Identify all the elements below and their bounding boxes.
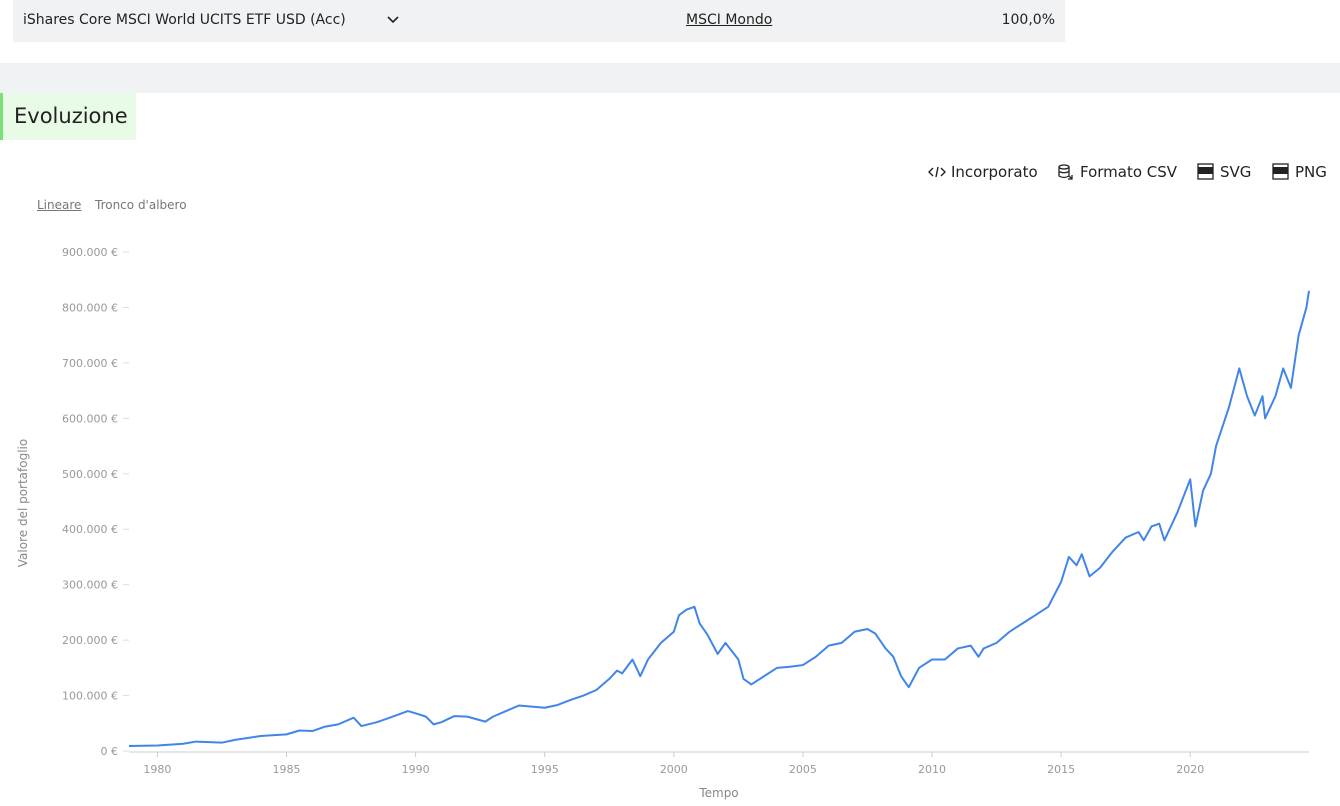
y-tick-label: 800.000 €	[62, 301, 118, 314]
png-icon	[1272, 163, 1289, 180]
y-tick-label: 300.000 €	[62, 579, 118, 592]
y-tick-label: 500.000 €	[62, 468, 118, 481]
svg-icon	[1197, 163, 1214, 180]
separator	[0, 63, 1340, 93]
x-tick-label: 1985	[273, 763, 301, 776]
x-tick-label: 2005	[789, 763, 817, 776]
y-tick-label: 0 €	[101, 745, 119, 758]
embed-icon	[928, 166, 946, 178]
png-button[interactable]: PNG	[1295, 163, 1327, 181]
csv-button[interactable]: Formato CSV	[1080, 163, 1178, 181]
y-tick-label: 700.000 €	[62, 357, 118, 370]
y-tick-label: 100.000 €	[62, 690, 118, 703]
fund-name[interactable]: iShares Core MSCI World UCITS ETF USD (A…	[23, 12, 346, 28]
x-tick-label: 2015	[1047, 763, 1075, 776]
x-tick-label: 2000	[660, 763, 688, 776]
y-tick-label: 900.000 €	[62, 246, 118, 259]
y-tick-label: 600.000 €	[62, 412, 118, 425]
section-title: Evoluzione	[0, 93, 136, 140]
index-link[interactable]: MSCI Mondo	[686, 12, 773, 28]
dropdown-icon[interactable]	[386, 14, 400, 26]
value-line	[128, 290, 1310, 748]
x-tick-label: 1990	[402, 763, 430, 776]
y-axis-label: Valore del portafoglio	[16, 439, 30, 567]
allocation-row: iShares Core MSCI World UCITS ETF USD (A…	[13, 0, 1065, 42]
x-tick-label: 2020	[1176, 763, 1204, 776]
weight: 100,0%	[1001, 12, 1055, 28]
scale-log[interactable]: Tronco d'albero	[95, 198, 187, 212]
x-tick-label: 1995	[531, 763, 559, 776]
x-axis-label: Tempo	[698, 786, 738, 800]
x-tick-label: 1980	[143, 763, 171, 776]
csv-icon	[1058, 164, 1073, 180]
x-tick-label: 2010	[918, 763, 946, 776]
svg-button[interactable]: SVG	[1220, 163, 1252, 181]
y-tick-label: 400.000 €	[62, 523, 118, 536]
scale-linear[interactable]: Lineare	[37, 198, 82, 212]
y-tick-label: 200.000 €	[62, 634, 118, 647]
embed-button[interactable]: Incorporato	[951, 163, 1038, 181]
